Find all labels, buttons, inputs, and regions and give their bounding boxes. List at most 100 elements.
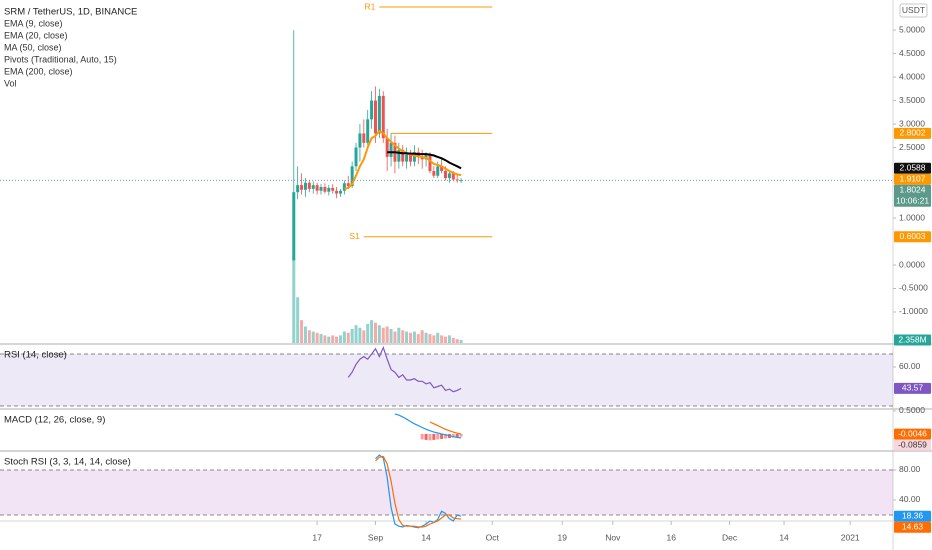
candle-body <box>459 180 463 182</box>
volume-bar <box>381 327 385 343</box>
x-tick-label: Sep <box>368 532 383 542</box>
histogram-bar <box>440 433 444 439</box>
candle-body <box>389 142 393 157</box>
volume-bar <box>373 322 377 343</box>
indicator-legend: Vol <box>4 78 17 88</box>
candle-body <box>385 138 389 157</box>
price-badge-label: 18.36 <box>902 510 924 520</box>
candle-body <box>451 173 455 180</box>
moving-average <box>387 151 462 170</box>
y-tick-label: 0.0000 <box>899 259 925 269</box>
price-badge-label: 2.358M <box>898 334 926 344</box>
volume-bar <box>405 331 409 343</box>
price-badge <box>894 521 931 533</box>
candle-body <box>373 100 377 134</box>
volume-bar <box>362 330 366 343</box>
volume-bar <box>358 327 362 343</box>
candle-body <box>397 149 401 162</box>
candle-body <box>370 100 374 120</box>
price-badge <box>894 428 931 440</box>
x-tick-label: 2021 <box>841 532 860 542</box>
band-fill <box>0 353 893 407</box>
candle-body <box>354 147 358 167</box>
currency[interactable]: USDT <box>902 5 925 15</box>
indicator-legend: EMA (9, close) <box>4 18 63 28</box>
price-badge-label: 1.9107 <box>900 174 926 184</box>
candle-body <box>327 187 331 192</box>
volume-bar <box>303 326 307 343</box>
candle-body <box>358 133 362 148</box>
volume-bar <box>420 330 424 343</box>
candle-body <box>296 185 300 193</box>
x-tick-label: Dec <box>722 532 738 542</box>
price-badge-label: -0.0859 <box>898 439 927 449</box>
volume-bar <box>428 334 432 343</box>
y-tick-label: 4.5000 <box>899 48 925 58</box>
volume-bar <box>311 331 315 343</box>
volume-bar <box>292 257 296 343</box>
volume-bar <box>342 331 346 343</box>
volume-bar <box>393 331 397 343</box>
candle-body <box>346 183 350 187</box>
histogram-bar <box>428 433 432 441</box>
price-badge <box>894 439 931 451</box>
indicator-line <box>394 413 462 439</box>
candle-body <box>338 190 342 194</box>
x-tick-label: 19 <box>558 532 568 542</box>
volume-bar <box>377 325 381 343</box>
y-tick-label: 40.00 <box>899 494 921 504</box>
indicator-line <box>347 345 462 393</box>
y-tick-label: -0.5000 <box>899 283 928 293</box>
volume-bar <box>447 335 451 343</box>
candle-body <box>319 187 323 191</box>
x-tick-label: 16 <box>666 532 676 542</box>
x-tick-label: 14 <box>779 532 789 542</box>
pivot-label: R1 <box>365 1 376 11</box>
price-badge <box>894 231 931 243</box>
candle-body <box>420 156 424 160</box>
candle-body <box>292 192 296 261</box>
histogram-bar <box>459 433 463 437</box>
y-tick-label: 4.0000 <box>899 71 925 81</box>
candle-body <box>311 185 315 189</box>
price-badge-label: 0.6003 <box>900 231 926 241</box>
histogram-bar <box>424 433 428 440</box>
band-fill <box>0 469 893 515</box>
volume-bar <box>440 335 444 343</box>
price-badge-label: 2.0588 <box>900 163 926 173</box>
candle-body <box>331 187 335 191</box>
volume-bar <box>455 339 459 343</box>
y-tick-label: 1.0000 <box>899 212 925 222</box>
candle-body <box>303 182 307 190</box>
x-tick-label: Oct <box>486 532 500 542</box>
volume-bar <box>409 332 413 343</box>
indicator-legend: EMA (200, close) <box>4 66 73 76</box>
indicator-title: RSI (14, close) <box>4 350 67 361</box>
price-badge-label: 14.63 <box>902 521 924 531</box>
price-badge <box>894 510 931 522</box>
volume-bar <box>354 325 358 343</box>
indicator-line <box>375 455 462 528</box>
currency-box[interactable] <box>899 3 928 18</box>
histogram-bar <box>436 433 440 440</box>
candle-body <box>409 154 413 162</box>
volume-bar <box>385 326 389 343</box>
y-tick-label: -1.0000 <box>899 306 928 316</box>
candle-body <box>335 190 339 194</box>
candle-body <box>362 133 366 143</box>
x-tick-label: 17 <box>312 532 322 542</box>
x-tick-label: 14 <box>421 532 431 542</box>
candle-body <box>401 149 405 162</box>
y-tick-label: 0.5000 <box>899 405 925 415</box>
price-badge-label: -0.0046 <box>898 428 927 438</box>
histogram-bar <box>451 433 455 438</box>
volume-bar <box>331 335 335 343</box>
y-tick-label: 80.00 <box>899 464 921 474</box>
candle-body <box>455 179 459 181</box>
volume-bar <box>323 335 327 343</box>
volume-bar <box>315 332 319 343</box>
volume-bar <box>424 332 428 343</box>
volume-bar <box>444 336 448 343</box>
indicator-legend: EMA (20, close) <box>4 30 68 40</box>
